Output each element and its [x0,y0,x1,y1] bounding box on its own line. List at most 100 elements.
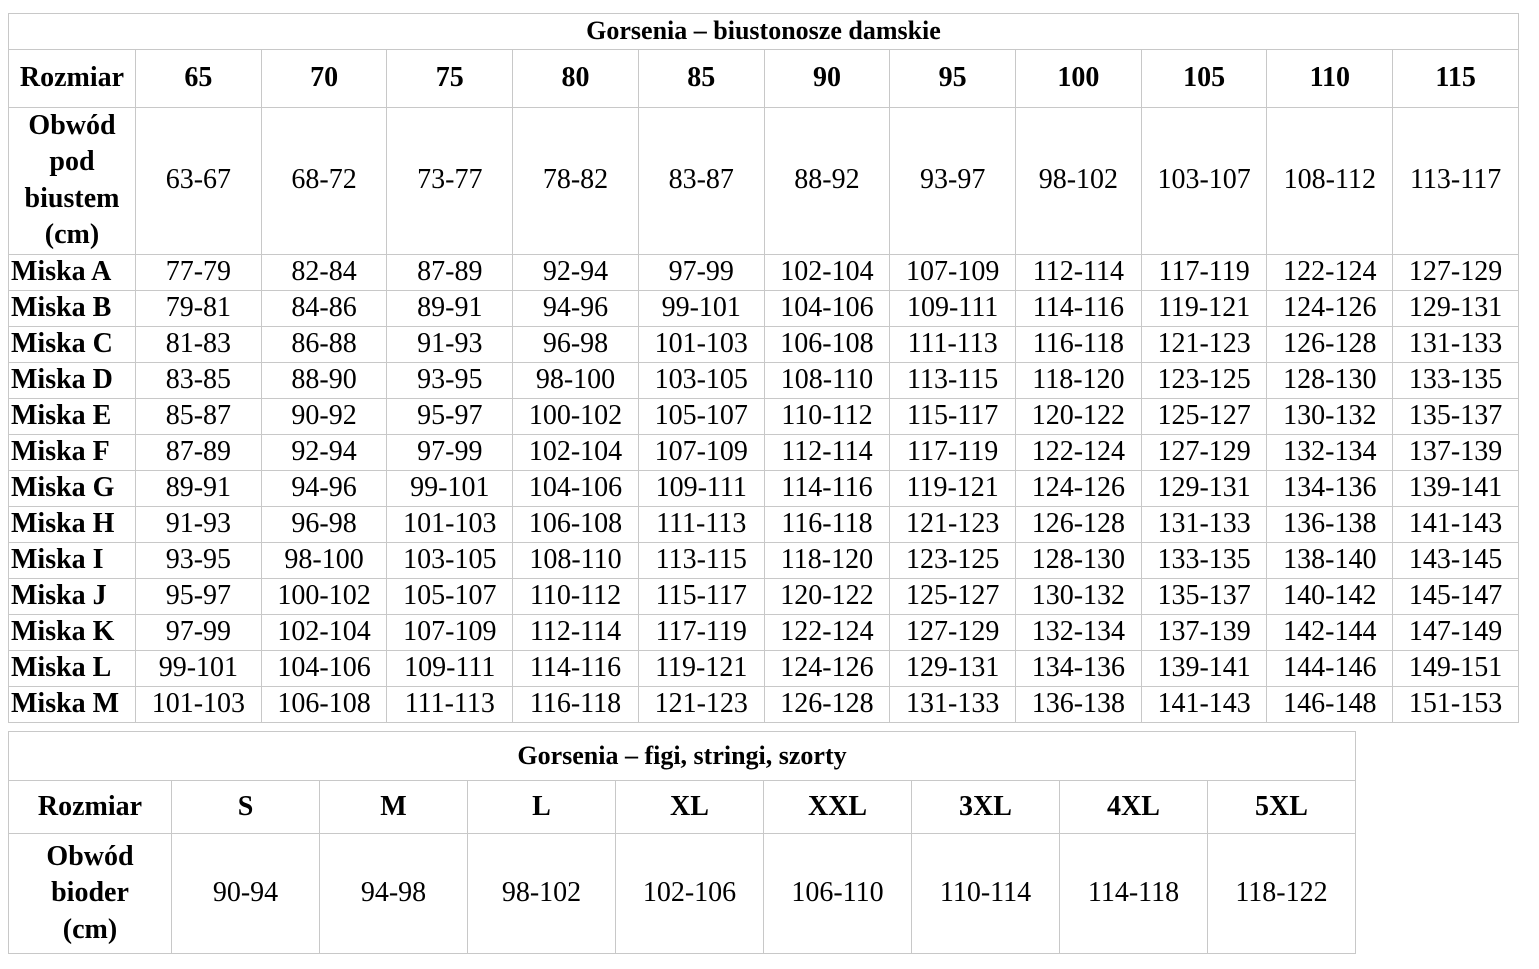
bust-cell: 124-126 [763,649,891,687]
cup-label: Miska A [8,253,136,291]
size-label: Rozmiar [8,780,172,834]
size-header: 75 [386,49,514,108]
bust-cell: 132-134 [1266,433,1394,471]
bust-cell: 146-148 [1266,685,1394,723]
underbust-label: Obwód pod biustem (cm) [8,107,136,255]
bust-cell: 129-131 [1392,289,1519,327]
bust-cell: 106-108 [512,505,639,543]
bust-cell: 101-103 [386,505,514,543]
bust-cell: 126-128 [1266,325,1394,363]
hip-cell: 114-118 [1059,833,1208,954]
bust-cell: 151-153 [1392,685,1519,723]
bust-cell: 139-141 [1140,649,1268,687]
bust-cell: 127-129 [889,613,1017,651]
cup-row: Miska B 79-81 84-86 89-91 94-96 99-101 104-106… [8,289,1519,327]
bust-cell: 101-103 [135,685,262,723]
cup-row: Miska F 87-89 92-94 97-99 102-104 107-109 112-… [8,433,1519,471]
bust-cell: 123-125 [889,541,1017,579]
bust-cell: 88-90 [260,361,388,399]
bust-cell: 111-113 [637,505,765,543]
bust-cell: 142-144 [1266,613,1394,651]
bust-cell: 122-124 [1266,253,1394,291]
bust-cell: 124-126 [1015,469,1142,507]
bust-cell: 118-120 [1015,361,1142,399]
bust-cell: 121-123 [1140,325,1268,363]
bust-cell: 122-124 [1015,433,1142,471]
bust-cell: 129-131 [889,649,1017,687]
bust-cell: 122-124 [763,613,891,651]
underbust-row: Obwód pod biustem (cm) 63-67 68-72 73-77 78-… [8,107,1519,255]
underbust-cell: 103-107 [1140,107,1268,255]
underbust-cell: 98-102 [1015,107,1142,255]
cup-label: Miska I [8,541,136,579]
cup-row: Miska C 81-83 86-88 91-93 96-98 101-103 106-10… [8,325,1519,363]
bust-cell: 100-102 [512,397,639,435]
bust-cell: 116-118 [512,685,639,723]
bust-cell: 94-96 [512,289,639,327]
bust-cell: 116-118 [763,505,891,543]
size-header: L [467,780,616,834]
bust-cell: 95-97 [135,577,262,615]
underbust-cell: 63-67 [135,107,262,255]
cup-row: Miska I 93-95 98-100 103-105 108-110 113-115 1… [8,541,1519,579]
bust-cell: 137-139 [1392,433,1519,471]
size-header: 85 [637,49,765,108]
bust-cell: 125-127 [889,577,1017,615]
cup-row: Miska J 95-97 100-102 105-107 110-112 115-117… [8,577,1519,615]
bust-cell: 99-101 [386,469,514,507]
cup-row: Miska D 83-85 88-90 93-95 98-100 103-105 108-1… [8,361,1519,399]
bust-cell: 120-122 [763,577,891,615]
underbust-cell: 73-77 [386,107,514,255]
bust-cell: 107-109 [386,613,514,651]
size-header: S [171,780,320,834]
bust-cell: 106-108 [260,685,388,723]
underbust-cell: 113-117 [1392,107,1519,255]
size-header: 105 [1140,49,1268,108]
bust-cell: 85-87 [135,397,262,435]
bust-cell: 112-114 [1015,253,1142,291]
bust-cell: 101-103 [637,325,765,363]
bust-cell: 86-88 [260,325,388,363]
bust-cell: 123-125 [1140,361,1268,399]
size-header: 4XL [1059,780,1208,834]
bust-cell: 127-129 [1392,253,1519,291]
bust-cell: 94-96 [260,469,388,507]
bust-cell: 109-111 [889,289,1017,327]
bust-cell: 137-139 [1140,613,1268,651]
bust-cell: 87-89 [386,253,514,291]
size-header: M [319,780,468,834]
bust-cell: 131-133 [889,685,1017,723]
bust-cell: 84-86 [260,289,388,327]
bust-cell: 102-104 [260,613,388,651]
size-header: 95 [889,49,1017,108]
bust-cell: 141-143 [1140,685,1268,723]
bust-cell: 136-138 [1015,685,1142,723]
bust-cell: 127-129 [1140,433,1268,471]
hip-cell: 102-106 [615,833,764,954]
bust-cell: 133-135 [1140,541,1268,579]
size-header: 90 [763,49,891,108]
bust-cell: 128-130 [1015,541,1142,579]
underbust-cell: 83-87 [637,107,765,255]
table-title: Gorsenia – biustonosze damskie [8,13,1519,50]
bust-cell: 129-131 [1140,469,1268,507]
bust-cell: 147-149 [1392,613,1519,651]
bust-cell: 135-137 [1392,397,1519,435]
hip-label: Obwód bioder (cm) [8,833,172,954]
cup-label: Miska L [8,649,136,687]
bust-cell: 114-116 [1015,289,1142,327]
bust-cell: 93-95 [135,541,262,579]
cup-label: Miska M [8,685,136,723]
bust-cell: 113-115 [637,541,765,579]
briefs-size-table: Gorsenia – figi, stringi, szorty Rozmiar S… [8,731,1356,954]
bust-cell: 102-104 [763,253,891,291]
bust-cell: 106-108 [763,325,891,363]
bust-cell: 117-119 [1140,253,1268,291]
bust-cell: 98-100 [512,361,639,399]
table-title-row: Gorsenia – biustonosze damskie [8,13,1519,50]
table-title-row: Gorsenia – figi, stringi, szorty [8,731,1356,781]
cup-label: Miska B [8,289,136,327]
bust-cell: 99-101 [637,289,765,327]
bra-size-table: Gorsenia – biustonosze damskie Rozmiar 65 7… [8,13,1519,723]
bust-cell: 111-113 [889,325,1017,363]
